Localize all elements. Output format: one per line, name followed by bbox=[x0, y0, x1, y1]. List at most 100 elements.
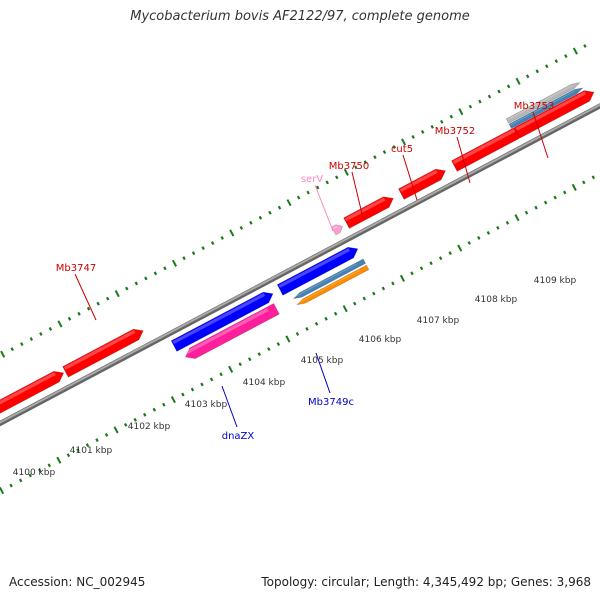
forward-tick bbox=[20, 342, 24, 347]
reverse-tick bbox=[553, 195, 557, 200]
reverse-tick bbox=[514, 214, 520, 222]
forward-tick bbox=[373, 155, 377, 160]
gene-arrow-pink-small bbox=[331, 224, 343, 236]
reverse-tick bbox=[228, 365, 234, 373]
gene-arrow-orange bbox=[296, 264, 370, 306]
reverse-tick bbox=[181, 392, 185, 397]
kbp-label: 4101 kbp bbox=[70, 446, 113, 456]
forward-tick bbox=[286, 199, 292, 207]
reverse-tick bbox=[219, 372, 223, 377]
forward-tick bbox=[10, 347, 14, 352]
reverse-tick bbox=[113, 426, 119, 434]
gene-label: Mb3749c bbox=[308, 397, 354, 408]
label-layer: 4100 kbp 4101 kbp 4102 kbp 4103 kbp 4104 kbp… bbox=[13, 101, 577, 478]
reverse-tick bbox=[399, 274, 405, 282]
forward-tick bbox=[67, 316, 72, 321]
forward-tick bbox=[86, 306, 91, 311]
reverse-tick bbox=[467, 241, 471, 245]
reverse-tick bbox=[314, 321, 319, 326]
forward-tick bbox=[39, 332, 43, 336]
reverse-tick bbox=[410, 271, 414, 276]
forward-tick bbox=[77, 311, 81, 316]
kbp-label: 4106 kbp bbox=[359, 335, 402, 345]
reverse-tick bbox=[276, 342, 281, 346]
gene-arrow-red bbox=[513, 90, 595, 139]
reverse-tick bbox=[38, 468, 42, 473]
reverse-tick bbox=[28, 473, 32, 478]
label-pointer-line bbox=[532, 111, 549, 159]
kbp-label: 4107 kbp bbox=[417, 316, 460, 326]
reverse-tick bbox=[143, 412, 147, 417]
reverse-tick bbox=[571, 183, 577, 191]
forward-tick bbox=[411, 135, 415, 139]
reverse-tick bbox=[238, 362, 242, 367]
genome-summary-text: Topology: circular; Length: 4,345,492 bp… bbox=[261, 575, 591, 589]
reverse-tick bbox=[477, 236, 481, 240]
forward-tick bbox=[430, 124, 434, 129]
forward-tick bbox=[220, 236, 224, 240]
forward-tick bbox=[382, 150, 387, 155]
reverse-tick bbox=[18, 478, 23, 483]
label-pointers bbox=[74, 111, 549, 428]
reverse-tick bbox=[362, 296, 366, 301]
forward-tick bbox=[564, 54, 568, 59]
gene-arrow-steel bbox=[508, 87, 584, 129]
gene-label: Mb3747 bbox=[56, 263, 96, 274]
reverse-tick bbox=[248, 357, 252, 362]
forward-tick bbox=[210, 241, 215, 245]
forward-tick bbox=[57, 320, 63, 328]
reverse-tick bbox=[209, 377, 214, 382]
reverse-tick bbox=[391, 281, 395, 286]
label-pointer-line bbox=[456, 136, 471, 184]
reverse-tick bbox=[267, 347, 271, 352]
gene-arrow-steel bbox=[292, 258, 366, 300]
forward-tick bbox=[525, 74, 530, 79]
reverse-tick bbox=[582, 180, 586, 185]
gene-label: serV bbox=[301, 174, 323, 185]
forward-tick bbox=[163, 266, 167, 271]
forward-tick bbox=[229, 229, 235, 237]
backbone-highlight bbox=[0, 103, 600, 424]
reverse-tick bbox=[524, 210, 529, 215]
forward-tick bbox=[125, 286, 129, 291]
forward-tick bbox=[468, 104, 473, 109]
reverse-tick bbox=[133, 417, 137, 422]
forward-tick bbox=[535, 69, 539, 74]
reverse-tick bbox=[66, 453, 71, 458]
forward-tick bbox=[258, 215, 263, 220]
gene-label: Mb3753 bbox=[514, 101, 554, 112]
reverse-tick bbox=[419, 266, 424, 271]
label-pointer-line bbox=[221, 385, 238, 428]
reverse-tick bbox=[95, 438, 99, 442]
gene-label: Mb3752 bbox=[435, 126, 475, 137]
kbp-label: 4108 kbp bbox=[475, 295, 518, 305]
forward-tick bbox=[249, 220, 253, 225]
forward-tick bbox=[114, 290, 120, 298]
gene-arrow-blue bbox=[170, 291, 274, 352]
label-pointer-line bbox=[314, 184, 334, 232]
forward-tick bbox=[153, 271, 158, 276]
forward-tick bbox=[171, 259, 178, 267]
forward-tick bbox=[182, 256, 186, 261]
kbp-label: 4100 kbp bbox=[13, 468, 56, 478]
reverse-tick bbox=[170, 396, 176, 404]
reverse-tick bbox=[372, 291, 376, 296]
reverse-tick bbox=[448, 251, 452, 256]
reverse-tick bbox=[505, 220, 510, 225]
forward-tick bbox=[343, 168, 349, 176]
label-pointer-line bbox=[315, 352, 331, 394]
kbp-label: 4103 kbp bbox=[185, 400, 228, 410]
forward-tick bbox=[191, 251, 196, 256]
forward-tick bbox=[583, 44, 587, 48]
reverse-tick bbox=[56, 456, 62, 464]
label-pointer-line bbox=[74, 273, 97, 321]
forward-tick bbox=[29, 337, 34, 341]
tick-marks bbox=[0, 44, 596, 495]
forward-tick bbox=[0, 350, 6, 358]
map-title: Mycobacterium bovis AF2122/97, complete … bbox=[130, 9, 470, 24]
forward-tick bbox=[48, 327, 53, 331]
gene-arrow-red bbox=[0, 370, 65, 414]
forward-tick bbox=[354, 165, 358, 170]
forward-tick bbox=[449, 114, 454, 119]
forward-tick bbox=[105, 296, 110, 301]
